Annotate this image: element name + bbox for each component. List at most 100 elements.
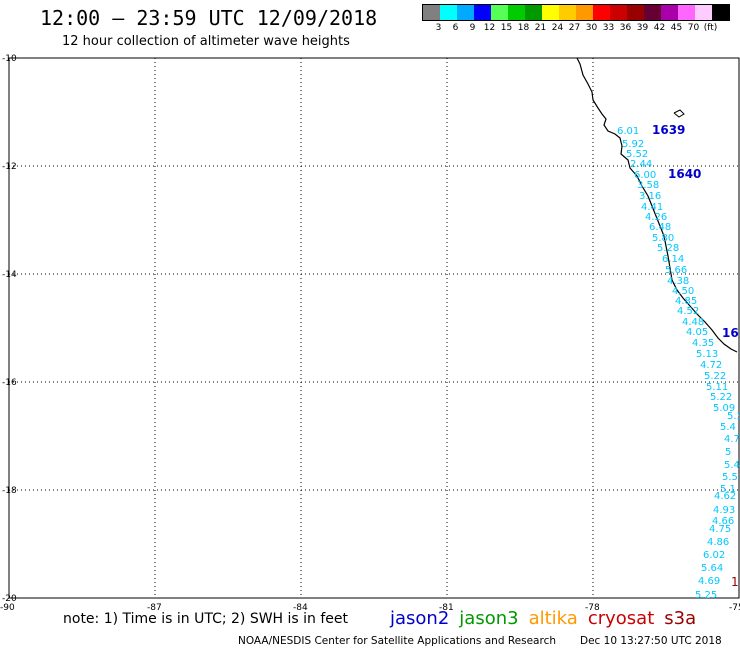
wave-height-label: 4.38: [667, 276, 689, 287]
extra-pass-label: 1: [731, 575, 739, 589]
legend-swatch: [678, 5, 695, 20]
credit-line: NOAA/NESDIS Center for Satellite Applica…: [238, 635, 556, 647]
longitude-tick-label: -81: [439, 603, 454, 613]
pass-id-label: 1640: [668, 167, 701, 181]
legend-swatch: [525, 5, 542, 20]
satellite-label: s3a: [664, 608, 697, 629]
wave-height-label: 4.86: [707, 537, 729, 548]
wave-height-label: 5.5: [722, 472, 738, 483]
legend-swatch: [559, 5, 576, 20]
wave-height-label: 3.58: [637, 180, 659, 191]
wave-height-label: 5.30: [727, 411, 740, 422]
legend-label: 30: [585, 23, 598, 33]
pass-id-label: 1639: [652, 123, 685, 137]
longitude-tick-label: -84: [293, 603, 308, 613]
legend-swatch: [627, 5, 644, 20]
legend-swatches: [422, 4, 730, 21]
wave-height-label: 5.09: [713, 403, 735, 414]
longitude-tick-label: -87: [147, 603, 162, 613]
wave-height-label: 5: [725, 447, 731, 458]
legend-swatch: [712, 5, 729, 20]
longitude-tick-label: -75: [729, 603, 740, 613]
wave-height-label: 5.22: [710, 392, 732, 403]
island-outline: [673, 109, 685, 118]
legend-label: 18: [517, 23, 530, 33]
color-legend: 3 6 9 12 15 18 21 24 27 30 33 36 39 42 45 70 (ft): [422, 4, 730, 35]
latitude-tick-label: -16: [2, 378, 17, 388]
wave-height-label: 5.80: [652, 233, 674, 244]
wave-height-label: 5.13: [696, 349, 718, 360]
legend-swatch: [457, 5, 474, 20]
legend-label: 3: [435, 23, 442, 33]
wave-height-label: 4.69: [698, 576, 720, 587]
legend-swatch: [474, 5, 491, 20]
latitude-tick-label: -12: [2, 162, 17, 172]
coastline: [576, 57, 738, 353]
wave-height-label: 4.52: [677, 306, 699, 317]
legend-label: 39: [636, 23, 649, 33]
legend-label: 27: [568, 23, 581, 33]
legend-label: 21: [534, 23, 547, 33]
wave-height-label: 6.01: [617, 126, 639, 137]
legend-swatch: [661, 5, 678, 20]
legend-swatch: [508, 5, 525, 20]
legend-swatch: [610, 5, 627, 20]
legend-label: 36: [619, 23, 632, 33]
wave-height-label: 2.44: [630, 159, 652, 170]
wave-height-label: 5.66: [665, 265, 687, 276]
wave-height-label: 5.64: [701, 563, 723, 574]
legend-swatch: [695, 5, 712, 20]
legend-swatch: [440, 5, 457, 20]
wave-height-label: 6.48: [649, 222, 671, 233]
satellite-label: jason3: [459, 608, 519, 629]
page-subtitle: 12 hour collection of altimeter wave hei…: [62, 34, 350, 49]
map-frame: [8, 57, 740, 599]
legend-swatch: [576, 5, 593, 20]
wave-height-label: 5.1: [720, 484, 736, 495]
satellite-label: altika: [528, 608, 578, 629]
wave-height-label: 4.48: [682, 317, 704, 328]
wave-height-label: 4.72: [700, 360, 722, 371]
legend-label: 9: [469, 23, 476, 33]
wave-height-label: 4.62: [714, 491, 736, 502]
satellite-legend: jason2 jason3 altika cryosat s3a: [390, 608, 706, 629]
latitude-tick-label: -20: [2, 594, 17, 604]
wave-height-label: 3.16: [639, 191, 661, 202]
legend-labels: 3 6 9 12 15 18 21 24 27 30 33 36 39 42 45 70 (ft): [422, 21, 730, 35]
wave-height-label: 4.50: [672, 286, 694, 297]
observation-labels: 6.01 5.925.522.446.003.583.164.414.266.48…: [617, 126, 740, 601]
longitude-tick-label: -90: [0, 603, 15, 613]
wave-height-label: 5.4: [720, 422, 736, 433]
legend-label: 45: [670, 23, 683, 33]
legend-label: 15: [500, 23, 513, 33]
page-title: 12:00 – 23:59 UTC 12/09/2018: [40, 6, 378, 30]
satellite-label: jason2: [390, 608, 450, 629]
latitude-tick-label: -18: [2, 486, 17, 496]
wave-height-label: 4.75: [709, 524, 731, 535]
latitude-tick-label: -14: [2, 270, 17, 280]
legend-swatch: [542, 5, 559, 20]
legend-swatch: [644, 5, 661, 20]
legend-swatch: [593, 5, 610, 20]
timestamp: Dec 10 13:27:50 UTC 2018: [580, 635, 722, 647]
satellite-label: cryosat: [587, 608, 655, 629]
wave-height-label: 6.00: [634, 170, 656, 181]
wave-height-label: 4.85: [675, 296, 697, 307]
wave-height-label: 4.05: [686, 327, 708, 338]
legend-label: 42: [653, 23, 666, 33]
latitude-tick-label: -10: [2, 54, 17, 64]
wave-height-label: 5.11: [706, 382, 728, 393]
legend-label: 12: [483, 23, 496, 33]
legend-label: 6: [452, 23, 459, 33]
wave-height-label: 6.02: [703, 550, 725, 561]
map-grid: [9, 58, 739, 598]
wave-height-label: 5.92: [622, 139, 644, 150]
wave-height-label: 4.93: [713, 505, 735, 516]
footer-note: note: 1) Time is in UTC; 2) SWH is in fe…: [63, 611, 349, 627]
wave-height-label: 5.52: [626, 149, 648, 160]
wave-height-label: 4.66: [712, 516, 734, 527]
pass-id-label: 16: [722, 326, 739, 340]
wave-height-label: 6.14: [662, 254, 684, 265]
legend-label: (ft): [703, 23, 718, 33]
